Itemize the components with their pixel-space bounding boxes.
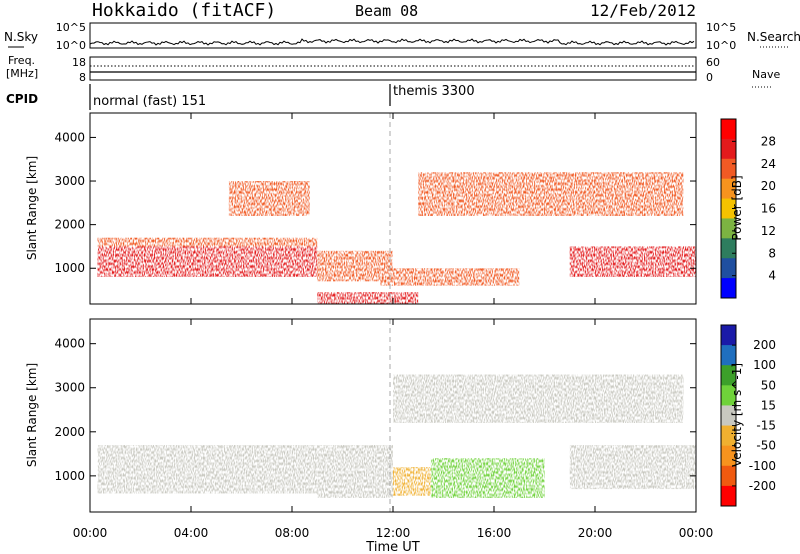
noise-tick-low-left: 10^0 xyxy=(56,39,86,52)
y-tick-label-2: 3000 xyxy=(54,381,85,395)
power-panel: 1000 2000 3000 4000 Slant Range [km] 4 8 12 16… xyxy=(25,112,776,305)
power-echo-region-6 xyxy=(569,246,696,277)
nave-tick-low: 0 xyxy=(706,71,713,84)
y-tick-label-3: 4000 xyxy=(54,337,85,351)
power-colorbar: 4 8 12 16 20 24 28 xyxy=(720,118,776,299)
velocity-data-layer xyxy=(97,374,696,498)
colorbar-tick-label-1: 8 xyxy=(768,246,776,260)
x-axis-label: Time UT xyxy=(365,540,419,554)
colorbar-tick-label-4: 20 xyxy=(761,179,776,193)
velocity-colorbar: 200 100 50 15 -15 -50 -100 -200 xyxy=(720,324,776,507)
colorbar-swatch-3 xyxy=(721,385,736,406)
cpid-label: CPID xyxy=(6,92,38,106)
colorbar-tick-label-5: 24 xyxy=(761,157,776,171)
x-tick-label-0: 00:00 xyxy=(73,526,108,540)
nave-label: Nave xyxy=(752,68,780,81)
frequency-panel: Freq. [MHz] 18 8 60 0 Nave xyxy=(6,54,780,88)
colorbar-swatch-7 xyxy=(721,465,736,487)
colorbar-tick-label-6: 28 xyxy=(761,134,776,148)
power-echo-region-5 xyxy=(418,172,684,216)
colorbar-swatch-2 xyxy=(721,365,736,386)
cpid-mode-themis: themis 3300 xyxy=(393,84,475,99)
colorbar-tick-label-7: -200 xyxy=(749,479,776,493)
x-tick-label-5: 20:00 xyxy=(578,526,613,540)
velocity-colorbar-label: Velocity [m s^-1] xyxy=(730,363,744,467)
velocity-panel: 1000 2000 3000 4000 Slant Range [km] 200 100… xyxy=(25,318,776,513)
x-tick-label-2: 08:00 xyxy=(275,526,310,540)
velocity-echo-region-5 xyxy=(569,445,696,490)
colorbar-swatch-4 xyxy=(721,405,736,427)
velocity-echo-region-4 xyxy=(393,374,684,423)
noise-tick-low-right: 10^0 xyxy=(706,39,736,52)
power-colorbar-label: Power [dB] xyxy=(730,175,744,240)
colorbar-swatch-1 xyxy=(721,345,736,366)
cpid-panel: CPID normal (fast) 151 themis 3300 xyxy=(6,84,475,110)
x-tick-label-1: 04:00 xyxy=(174,526,209,540)
velocity-echo-region-1 xyxy=(317,445,393,498)
colorbar-frame xyxy=(720,324,737,507)
power-echo-region-2 xyxy=(228,181,310,216)
power-echo-region-4 xyxy=(380,268,520,286)
colorbar-swatch-7 xyxy=(721,258,736,279)
colorbar-tick-label-3: 15 xyxy=(761,398,776,412)
y-tick-label-2: 3000 xyxy=(54,174,85,188)
colorbar-swatch-0 xyxy=(721,119,736,140)
x-tick-label-4: 16:00 xyxy=(477,526,512,540)
colorbar-tick-label-4: -15 xyxy=(756,419,776,433)
power-echo-region-7 xyxy=(317,292,419,304)
colorbar-tick-label-2: 50 xyxy=(761,378,776,392)
nsearch-label: N.Search xyxy=(747,30,800,44)
date-label: 12/Feb/2012 xyxy=(590,1,696,20)
time-axis: 00:00 04:00 08:00 12:00 16:00 20:00 00:00 xyxy=(73,113,714,540)
colorbar-swatch-8 xyxy=(721,485,736,507)
power-y-ticks: 1000 2000 3000 4000 xyxy=(54,130,696,275)
velocity-y-ticks: 1000 2000 3000 4000 xyxy=(54,337,696,483)
velocity-echo-region-3 xyxy=(430,458,545,498)
nave-tick-high: 60 xyxy=(706,56,720,69)
y-tick-label-1: 2000 xyxy=(54,425,85,439)
power-data-layer xyxy=(97,172,696,304)
colorbar-tick-label-1: 100 xyxy=(753,358,776,372)
beam-label: Beam 08 xyxy=(355,2,418,20)
velocity-echo-region-0 xyxy=(97,445,318,494)
colorbar-tick-label-3: 16 xyxy=(761,202,776,216)
x-tick-label-6: 00:00 xyxy=(679,526,714,540)
freq-unit: [MHz] xyxy=(6,67,38,80)
colorbar-swatch-0 xyxy=(721,325,736,346)
colorbar-tick-label-6: -100 xyxy=(749,459,776,473)
station-title: Hokkaido (fitACF) xyxy=(92,0,276,21)
velocity-y-label: Slant Range [km] xyxy=(25,363,39,467)
power-y-label: Slant Range [km] xyxy=(25,156,39,260)
colorbar-tick-label-0: 200 xyxy=(753,338,776,352)
power-echo-region-0 xyxy=(97,246,318,277)
freq-label: Freq. xyxy=(8,54,35,67)
colorbar-swatch-4 xyxy=(721,198,736,219)
colorbar-swatch-5 xyxy=(721,425,736,447)
power-echo-region-1 xyxy=(97,237,318,247)
nsky-label: N.Sky xyxy=(4,30,38,44)
colorbar-swatch-5 xyxy=(721,218,736,239)
y-tick-label-0: 1000 xyxy=(54,469,85,483)
colorbar-tick-label-5: -50 xyxy=(756,439,776,453)
colorbar-tick-label-2: 12 xyxy=(761,224,776,238)
x-tick-label-3: 12:00 xyxy=(376,526,411,540)
noise-tick-high-left: 10^5 xyxy=(56,21,86,34)
y-tick-label-0: 1000 xyxy=(54,261,85,275)
noise-tick-high-right: 10^5 xyxy=(706,21,736,34)
colorbar-swatch-6 xyxy=(721,445,736,467)
freq-tick-low: 8 xyxy=(79,71,86,84)
noise-trace xyxy=(89,38,695,46)
freq-tick-high: 18 xyxy=(72,56,86,69)
cpid-mode-normal: normal (fast) 151 xyxy=(93,94,206,109)
colorbar-tick-label-0: 4 xyxy=(768,269,776,283)
y-tick-label-3: 4000 xyxy=(54,130,85,144)
noise-panel: N.Sky N.Search 10^5 10^0 10^5 10^0 xyxy=(4,21,800,52)
colorbar-swatch-3 xyxy=(721,178,736,200)
colorbar-swatch-8 xyxy=(721,278,736,299)
colorbar-swatch-1 xyxy=(721,138,736,160)
y-tick-label-1: 2000 xyxy=(54,218,85,232)
